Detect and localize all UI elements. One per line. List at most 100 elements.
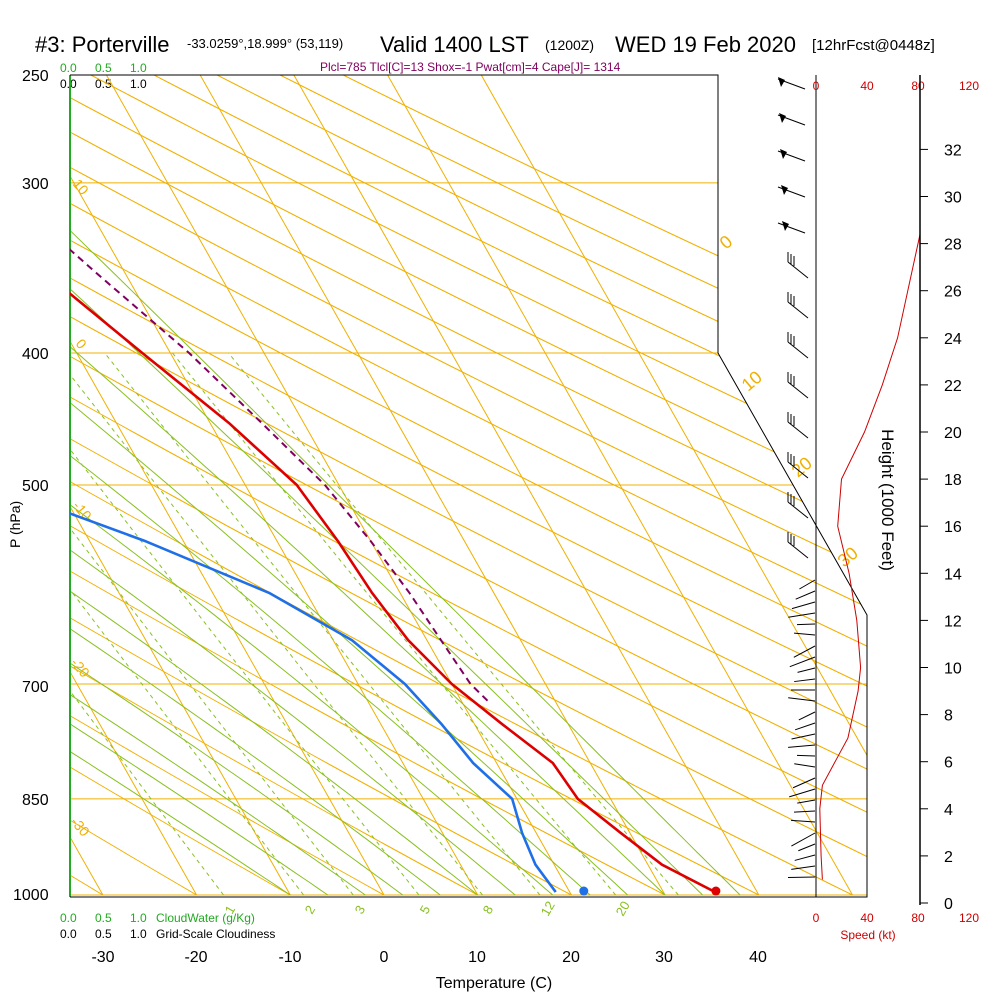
speed-label: Speed (kt)	[840, 928, 895, 942]
moist-adiabat-line	[0, 51, 328, 895]
height-tick-label: 8	[944, 708, 953, 725]
thermo-grid	[0, 51, 1000, 895]
surface-dewpoint-marker	[579, 887, 588, 896]
wind-barb	[794, 811, 815, 812]
dry-adiabat-label-minus30: -30	[68, 814, 93, 840]
speed-bottom-tick-40: 40	[860, 911, 874, 925]
wind-barb	[794, 633, 815, 635]
mixing-ratio-label-2: 2	[302, 903, 319, 917]
height-tick-label: 18	[944, 472, 962, 489]
height-tick-label: 12	[944, 613, 962, 630]
wind-barb	[795, 723, 815, 730]
wind-barb	[798, 668, 815, 672]
cloud-scale-top-black-0: 0.0	[60, 77, 77, 91]
forecast-info: [12hrFcst@0448z]	[812, 37, 935, 54]
height-tick-label: 14	[944, 566, 962, 583]
station-coords: -33.0259°,18.999° (53,119)	[187, 36, 343, 51]
wind-barb	[778, 185, 805, 197]
wind-barb	[794, 764, 815, 767]
speed-bottom-tick-120: 120	[959, 911, 979, 925]
height-tick-label: 22	[944, 378, 962, 395]
wind-barb	[788, 252, 808, 278]
x-tick-40: 40	[749, 949, 767, 966]
height-tick-label: 32	[944, 142, 962, 159]
wind-barb	[794, 679, 815, 682]
wind-barb	[799, 712, 815, 720]
moist-adiabat-label-20: 20	[788, 453, 816, 481]
height-tick-label: 4	[944, 802, 953, 819]
cloud-scale-bottom: 0.0 0.5 1.0 CloudWater (g/Kg) 0.0 0.5 1.…	[60, 911, 275, 941]
cloud-scale-top-green-1: 0.5	[95, 61, 112, 75]
p-tick-250: 250	[22, 68, 49, 85]
wind-barb	[778, 113, 805, 125]
x-tick-20: 20	[562, 949, 580, 966]
p-tick-500: 500	[22, 478, 49, 495]
height-tick-label: 26	[944, 284, 962, 301]
x-axis-label: Temperature (C)	[436, 975, 552, 992]
wind-barb	[791, 833, 815, 846]
height-tick-label: 0	[944, 896, 953, 913]
y-axis-label: P (hPa)	[7, 501, 23, 548]
height-tick-label: 16	[944, 519, 962, 536]
mixing-ratio-line	[0, 353, 353, 895]
isotherm-line	[0, 75, 9, 895]
temperature-line	[0, 98, 715, 892]
temperature-axis: -30 -20 -10 0 10 20 30 40	[91, 949, 767, 966]
dewpoint-line	[0, 98, 556, 892]
cloud-scale-bottom-black-1: 0.5	[95, 927, 112, 941]
wind-barb	[797, 624, 815, 625]
speed-bottom-tick-0: 0	[813, 911, 820, 925]
cloud-scale-bottom-green-1: 0.5	[95, 911, 112, 925]
cloudiness-label: Grid-Scale Cloudiness	[156, 927, 275, 941]
height-tick-label: 20	[944, 425, 962, 442]
dry-adiabat-label-10: 10	[70, 176, 92, 198]
dry-adiabat-label-minus10: -10	[70, 498, 95, 524]
mixing-ratio-label-3: 3	[352, 903, 369, 917]
cloud-scale-bottom-green-0: 0.0	[60, 911, 77, 925]
height-tick-label: 10	[944, 661, 962, 678]
mixing-ratio-label-5: 5	[417, 903, 434, 917]
wind-barb	[798, 844, 815, 851]
wind-barb	[788, 372, 808, 398]
moist-adiabat-line	[0, 51, 703, 895]
p-tick-400: 400	[22, 346, 49, 363]
x-tick-minus30: -30	[91, 949, 114, 966]
speed-top-tick-80: 80	[911, 79, 925, 93]
height-tick-label: 30	[944, 190, 962, 207]
wind-barb	[788, 292, 808, 318]
p-tick-850: 850	[22, 792, 49, 809]
height-axis-label: Height (1000 Feet)	[878, 429, 897, 571]
x-tick-30: 30	[655, 949, 673, 966]
wind-barb	[788, 332, 808, 358]
cloud-scale-bottom-green-2: 1.0	[130, 911, 147, 925]
cloud-scale-top-black-1: 0.5	[95, 77, 112, 91]
mixing-ratio-line	[0, 353, 419, 895]
height-tick-label: 6	[944, 755, 953, 772]
x-tick-minus10: -10	[278, 949, 301, 966]
x-tick-0: 0	[380, 949, 389, 966]
wind-barb	[792, 602, 815, 609]
speed-top-tick-120: 120	[959, 79, 979, 93]
speed-top-tick-0: 0	[813, 79, 820, 93]
surface-temperature-marker	[711, 887, 720, 896]
moist-adiabat-label-10: 10	[738, 367, 766, 395]
cloud-scale-top-green-2: 1.0	[130, 61, 147, 75]
p-tick-300: 300	[22, 176, 49, 193]
speed-top-tick-40: 40	[860, 79, 874, 93]
p-tick-700: 700	[22, 679, 49, 696]
moist-adiabat-label-0: 0	[716, 231, 737, 253]
wind-barb	[778, 221, 805, 233]
parcel-params: Plcl=785 Tlcl[C]=13 Shox=-1 Pwat[cm]=4 C…	[320, 60, 621, 74]
wind-barb	[790, 657, 815, 667]
valid-date: WED 19 Feb 2020	[615, 32, 796, 57]
mixing-ratio-label-8: 8	[480, 903, 497, 917]
mixing-ratio-line	[0, 353, 304, 895]
mixing-ratio-label-12: 12	[538, 898, 558, 918]
p-tick-1000: 1000	[13, 887, 49, 904]
cloudwater-label: CloudWater (g/Kg)	[156, 911, 255, 925]
mixing-ratio-line	[229, 353, 679, 895]
wind-barb	[796, 591, 815, 599]
